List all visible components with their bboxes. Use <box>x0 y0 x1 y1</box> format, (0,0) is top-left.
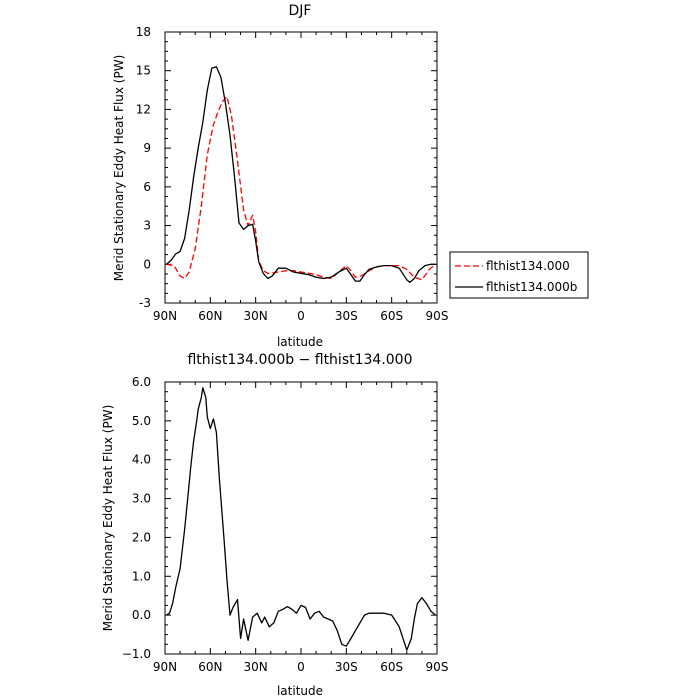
legend-box <box>449 251 589 299</box>
top-x-tick-label: 60S <box>380 309 403 323</box>
bottom-x-tick-label: 30N <box>244 660 268 674</box>
top-y-tick-label: 12 <box>136 102 151 116</box>
bottom-plot-frame <box>164 381 438 655</box>
top-panel: DJF 90N 60N 30N 0 30S 60S 90S -3 0 3 6 9 12 15 18 lati… <box>112 3 448 349</box>
legend-label-series-1: flthist134.000 <box>486 259 570 273</box>
top-x-tick-label: 30S <box>335 309 358 323</box>
legend-label-series-2: flthist134.000b <box>486 280 577 294</box>
bottom-y-tick-label: 5.0 <box>132 414 151 428</box>
bottom-y-tick-label: 1.0 <box>132 569 151 583</box>
bottom-y-tick-label: 2.0 <box>132 530 151 544</box>
bottom-plot-area: 90N 60N 30N 0 30S 60S 90S −1.0 0.0 1.0 2.0 3.0 4.0 5.… <box>122 375 449 674</box>
bottom-y-tick-label: −1.0 <box>122 647 151 661</box>
bottom-panel: flthist134.000b − flthist134.000 90N 60N 3… <box>101 352 448 698</box>
top-x-tick-label: 90N <box>153 309 177 323</box>
top-y-tick-label: 6 <box>143 180 151 194</box>
top-series-line-2 <box>166 66 436 284</box>
legend: flthist134.000 flthist134.000b <box>449 251 589 299</box>
bottom-series-line-1 <box>166 387 436 651</box>
bottom-x-tick-label: 60N <box>198 660 222 674</box>
top-chart-title: DJF <box>289 3 312 19</box>
top-x-axis-label: latitude <box>277 335 323 349</box>
bottom-chart-title: flthist134.000b − flthist134.000 <box>187 352 412 368</box>
top-y-tick-label: 18 <box>136 25 151 39</box>
bottom-x-tick-label: 30S <box>335 660 358 674</box>
top-x-tick-label: 90S <box>426 309 449 323</box>
bottom-y-tick-label: 4.0 <box>132 453 151 467</box>
top-x-tick-label: 60N <box>198 309 222 323</box>
bottom-x-tick-label: 90S <box>426 660 449 674</box>
top-y-tick-label: -3 <box>139 296 151 310</box>
top-y-tick-label: 0 <box>143 257 151 271</box>
bottom-y-tick-label: 6.0 <box>132 375 151 389</box>
bottom-x-tick-label: 0 <box>297 660 305 674</box>
top-y-tick-label: 3 <box>143 219 151 233</box>
top-y-tick-label: 15 <box>136 64 151 78</box>
bottom-y-tick-label: 3.0 <box>132 492 151 506</box>
top-y-axis-label: Merid Stationary Eddy Heat Flux (PW) <box>112 55 126 282</box>
top-x-tick-label: 0 <box>297 309 305 323</box>
bottom-x-tick-label: 60S <box>380 660 403 674</box>
top-plot-area: 90N 60N 30N 0 30S 60S 90S -3 0 3 6 9 12 15 18 <box>136 25 449 323</box>
bottom-x-axis-label: latitude <box>277 684 323 698</box>
top-x-tick-label: 30N <box>244 309 268 323</box>
top-plot-frame <box>164 31 438 304</box>
top-series-line-1 <box>166 95 436 281</box>
bottom-y-tick-label: 0.0 <box>132 608 151 622</box>
bottom-x-tick-label: 90N <box>153 660 177 674</box>
top-y-tick-label: 9 <box>143 141 151 155</box>
bottom-y-axis-label: Merid Stationary Eddy Heat Flux (PW) <box>101 405 115 632</box>
